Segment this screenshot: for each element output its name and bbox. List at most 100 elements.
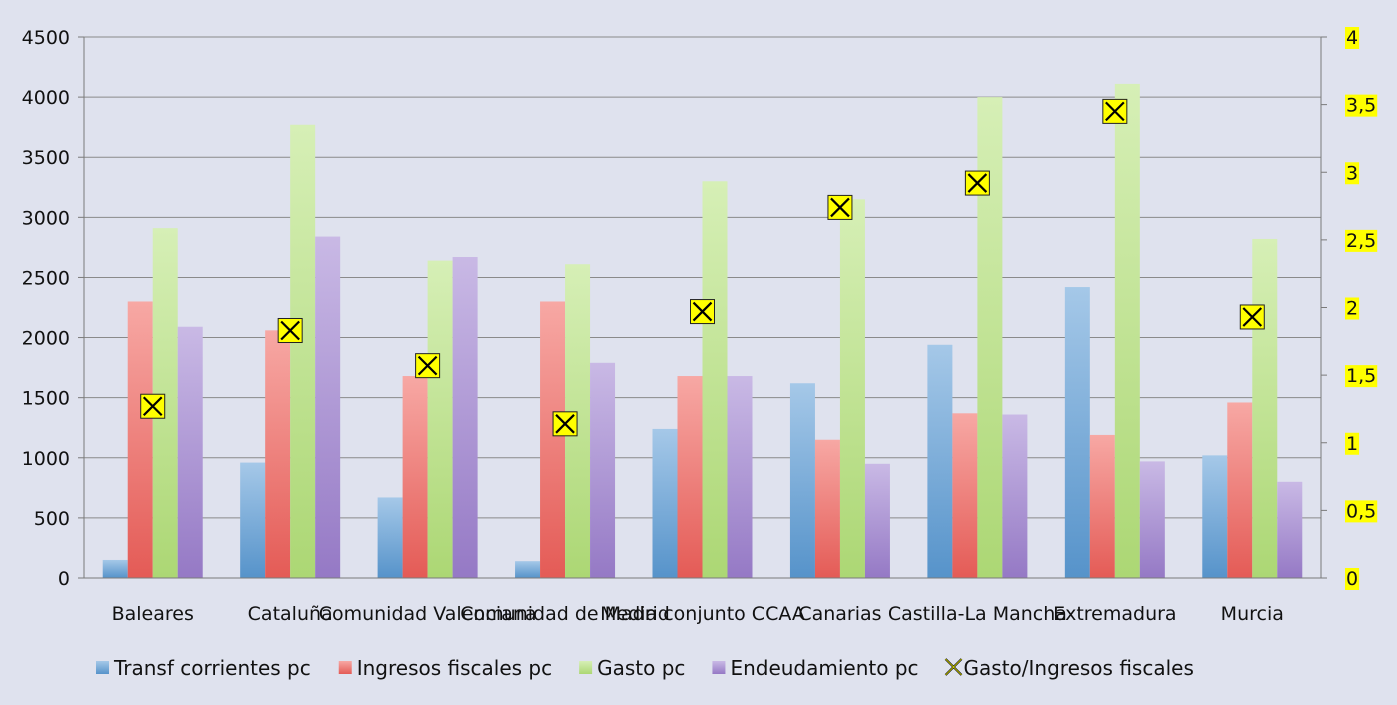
bar-endeudamiento-pc-0	[177, 326, 203, 578]
y-tick-label: 4000	[22, 87, 70, 109]
y2-tick-label: 3,5	[1346, 95, 1376, 117]
bar-ingresos-fiscales-pc-0	[127, 301, 153, 578]
bar-ingresos-fiscales-pc-6	[952, 413, 978, 578]
legend-swatch	[338, 661, 352, 674]
ratio-marker-5	[827, 194, 853, 220]
category-label: Media conjunto CCAA	[600, 603, 805, 625]
y2-tick-highlight	[1345, 365, 1378, 388]
bar-ingresos-fiscales-pc-7	[1089, 434, 1115, 578]
legend-label: Transf corrientes pc	[113, 656, 311, 680]
bar-ingresos-fiscales-pc-3	[540, 301, 566, 578]
bar-ingresos-fiscales-pc-4	[677, 376, 703, 578]
y-tick-label: 2000	[22, 328, 70, 350]
legend: Transf corrientes pc Ingresos fiscales pc…	[96, 656, 1194, 680]
bar-transf-corrientes-pc-6	[927, 344, 953, 578]
category-label: Comunidad de Madrid	[460, 603, 670, 625]
bar-transf-corrientes-pc-5	[789, 383, 815, 578]
y2-tick-label: 2	[1346, 298, 1358, 320]
bar-gasto-pc-6	[977, 97, 1003, 578]
category-label: Comunidad Valenciana	[319, 603, 537, 625]
legend-label: Gasto pc	[597, 656, 685, 680]
legend-item: Ingresos fiscales pc	[338, 656, 552, 680]
bar-endeudamiento-pc-8	[1277, 481, 1303, 578]
legend-label: Endeudamiento pc	[730, 656, 918, 680]
category-label: Extremadura	[1053, 603, 1177, 625]
y2-tick: 2	[1345, 297, 1360, 320]
y2-tick-label: 1,5	[1346, 365, 1376, 387]
legend-swatch	[712, 661, 726, 674]
y2-tick-highlight	[1345, 568, 1360, 590]
y2-tick: 0,5	[1345, 500, 1378, 523]
y-tick-label: 2500	[22, 267, 70, 289]
y2-tick: 3,5	[1345, 94, 1378, 117]
category-label: Baleares	[112, 603, 194, 625]
bar-endeudamiento-pc-3	[590, 362, 616, 578]
axes	[78, 36, 1327, 579]
y2-tick-label: 0	[1346, 568, 1358, 590]
bar-transf-corrientes-pc-3	[515, 561, 541, 578]
legend-item: Transf corrientes pc	[96, 656, 311, 680]
ratio-marker-0	[140, 393, 166, 419]
y2-tick: 1	[1345, 432, 1360, 455]
legend-swatch	[96, 661, 109, 674]
bar-transf-corrientes-pc-8	[1202, 455, 1228, 578]
ratio-marker-8	[1239, 304, 1265, 330]
y2-tick-highlight	[1345, 432, 1360, 455]
ratio-marker-2	[415, 353, 441, 379]
bar-gasto-pc-7	[1114, 83, 1140, 579]
category-label: Canarias	[798, 603, 881, 625]
y2-tick-label: 4	[1346, 27, 1358, 49]
bar-transf-corrientes-pc-0	[102, 559, 128, 578]
bar-gasto-pc-5	[839, 199, 865, 579]
y2-tick: 3	[1345, 162, 1360, 185]
legend-item: Gasto/Ingresos fiscales	[944, 656, 1194, 680]
y-tick-label: 500	[34, 508, 70, 530]
y2-tick-highlight	[1345, 94, 1378, 117]
y2-tick-label: 3	[1346, 162, 1358, 184]
legend-item: Endeudamiento pc	[712, 656, 919, 680]
bars	[102, 83, 1303, 579]
y-axis-ticks: 0 500 1000 1500 2000 2500 3000 3500 4000 4500	[22, 27, 70, 590]
ratio-marker-3	[552, 411, 578, 437]
y-tick-label: 3000	[22, 207, 70, 229]
category-label: Cataluña	[248, 603, 333, 625]
bar-endeudamiento-pc-7	[1139, 461, 1165, 578]
bar-transf-corrientes-pc-1	[240, 462, 266, 578]
y2-tick-label: 2,5	[1346, 230, 1376, 252]
y2-tick-highlight	[1345, 162, 1360, 185]
category-label: Murcia	[1221, 603, 1284, 625]
ratio-marker-7	[1102, 98, 1128, 124]
bar-ingresos-fiscales-pc-8	[1227, 402, 1253, 578]
y2-tick: 2,5	[1345, 229, 1378, 252]
bar-ingresos-fiscales-pc-5	[814, 439, 840, 578]
y-tick-label: 1000	[22, 448, 70, 470]
y2-tick: 4	[1345, 27, 1360, 49]
y2-tick-label: 0,5	[1346, 500, 1376, 522]
bar-endeudamiento-pc-5	[864, 463, 890, 578]
bar-endeudamiento-pc-1	[315, 236, 341, 578]
ratio-marker-4	[690, 299, 715, 325]
y-tick-label: 0	[58, 568, 70, 590]
legend-label: Ingresos fiscales pc	[357, 656, 552, 680]
bar-gasto-pc-1	[290, 124, 316, 579]
bar-ingresos-fiscales-pc-2	[402, 376, 428, 578]
y2-tick-highlight	[1345, 27, 1360, 49]
bar-transf-corrientes-pc-2	[377, 497, 403, 578]
y2-axis-ticks: 0 0,5 1 1,5 2 2,5 3 3,5 4	[1345, 27, 1378, 590]
ratio-markers	[140, 98, 1265, 437]
y-tick-label: 3500	[22, 147, 70, 169]
bar-transf-corrientes-pc-7	[1064, 287, 1090, 578]
bar-endeudamiento-pc-2	[452, 257, 478, 578]
legend-item: Gasto pc	[579, 656, 685, 680]
ratio-marker-6	[964, 170, 990, 196]
bar-ingresos-fiscales-pc-1	[265, 330, 291, 578]
legend-label: Gasto/Ingresos fiscales	[964, 656, 1194, 680]
bar-gasto-pc-4	[702, 181, 728, 578]
y2-tick-highlight	[1345, 500, 1378, 523]
y2-tick-highlight	[1345, 297, 1360, 320]
y-tick-label: 1500	[22, 388, 70, 410]
bar-endeudamiento-pc-4	[727, 376, 753, 578]
category-label: Castilla-La Mancha	[888, 603, 1067, 625]
